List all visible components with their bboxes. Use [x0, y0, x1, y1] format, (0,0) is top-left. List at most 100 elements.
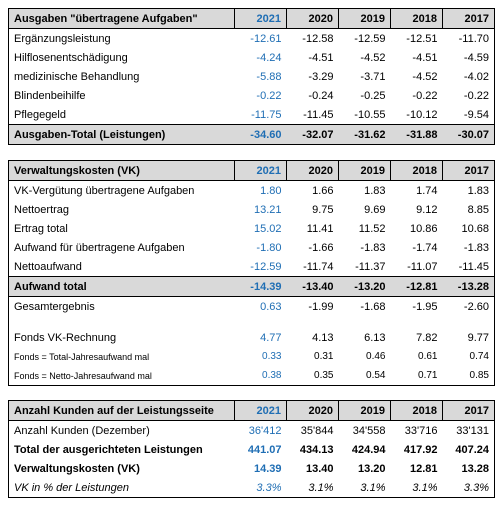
row-label: Aufwand total [8, 276, 235, 297]
cell-value: -1.74 [412, 241, 438, 254]
cell-value: -0.25 [360, 89, 386, 102]
cell-value: -1.68 [360, 300, 386, 313]
cell-value: 2021 [234, 8, 287, 29]
cell-value: 33'716 [404, 424, 438, 437]
row-label: Ertrag total [14, 222, 68, 235]
table-row: Total der ausgerichteten Leistungen 441.0… [9, 440, 495, 459]
table-row: Blindenbeihilfe -0.22 -0.24 -0.25 -0.22 -0.22 [9, 86, 495, 105]
cell-value: -11.37 [355, 260, 386, 273]
cell-value: 3.1% [412, 481, 438, 494]
table-row: Ertrag total 15.02 11.41 11.52 10.86 10.68 [9, 219, 495, 238]
cell-value: 0.61 [418, 351, 438, 362]
cell-value: 1.80 [260, 184, 282, 197]
cell-value: -11.75 [251, 108, 282, 121]
cell-value: 2017 [442, 160, 495, 181]
cell-value: 7.82 [416, 331, 438, 344]
cell-value: 0.54 [366, 370, 386, 381]
cell-value: 33'131 [456, 424, 489, 437]
cell-value: 417.92 [403, 443, 438, 456]
row-label: Hilflosenentschädigung [14, 51, 128, 64]
cell-value: 0.85 [469, 370, 489, 381]
cell-value: 0.46 [366, 351, 386, 362]
table-row: Gesamtergebnis 0.63 -1.99 -1.68 -1.95 -2.60 [9, 297, 495, 317]
cell-value: 441.07 [247, 443, 282, 456]
row-label: Total der ausgerichteten Leistungen [14, 443, 203, 456]
table-row: VK-Vergütung übertragene Aufgaben 1.80 1.6… [9, 181, 495, 201]
cell-value: 13.28 [461, 462, 489, 475]
cell-value: 3.3% [463, 481, 489, 494]
cell-value: -3.29 [308, 70, 334, 83]
table-body: Ausgaben "übertragene Aufgaben" 2021 2020 2… [8, 8, 495, 145]
cell-value: 4.77 [260, 331, 282, 344]
cell-value: -2.60 [463, 300, 489, 313]
cell-value: 13.21 [253, 203, 282, 216]
cell-value: 2020 [286, 8, 339, 29]
row-label: medizinische Behandlung [14, 70, 140, 83]
cell-value: -13.28 [442, 276, 495, 297]
header-row: Verwaltungskosten (VK) 2021 2020 2019 2018 20… [8, 160, 495, 181]
cell-value: 0.63 [260, 300, 282, 313]
cell-value: 2021 [234, 160, 287, 181]
data-table: Anzahl Kunden auf der Leistungsseite 2021… [8, 400, 495, 498]
cell-value: 2018 [390, 8, 443, 29]
table-row: Nettoaufwand -12.59 -11.74 -11.37 -11.07 -11.… [9, 257, 495, 277]
cell-value: 2021 [234, 400, 287, 421]
cell-value: 0.71 [418, 370, 438, 381]
cell-value: 0.31 [314, 351, 334, 362]
cell-value: -10.12 [406, 108, 438, 121]
cell-value: -5.88 [256, 70, 282, 83]
cell-value: 4.13 [312, 331, 334, 344]
cell-value: -31.88 [390, 124, 443, 145]
cell-value: 1.83 [364, 184, 386, 197]
table-row: Nettoertrag 13.21 9.75 9.69 9.12 8.85 [9, 200, 495, 219]
cell-value: 10.68 [461, 222, 489, 235]
cell-value: 3.1% [360, 481, 386, 494]
data-table: Verwaltungskosten (VK) 2021 2020 2019 2018 20… [8, 160, 495, 386]
table-row: Verwaltungskosten (VK) 14.39 13.40 13.20 12.… [9, 459, 495, 478]
cell-value: 2019 [338, 160, 391, 181]
cell-value: -4.51 [412, 51, 438, 64]
table-row: Pflegegeld -11.75 -11.45 -10.55 -10.12 -9.54 [9, 105, 495, 125]
cell-value: 1.66 [312, 184, 334, 197]
cell-value: -0.24 [308, 89, 334, 102]
row-label: Anzahl Kunden (Dezember) [14, 424, 150, 437]
cell-value: -12.61 [250, 32, 282, 45]
cell-value: -4.52 [360, 51, 386, 64]
cell-value: -1.80 [256, 241, 282, 254]
cell-value: -13.20 [338, 276, 391, 297]
table-body: Anzahl Kunden auf der Leistungsseite 2021… [8, 400, 495, 498]
cell-value: 11.52 [358, 222, 386, 235]
table-row: Fonds = Total-Jahresaufwand mal 0.33 0.31 0… [9, 347, 495, 366]
row-label: Nettoaufwand [14, 260, 82, 273]
cell-value: -11.45 [303, 108, 334, 121]
cell-value: -0.22 [463, 89, 489, 102]
cell-value: 15.02 [253, 222, 282, 235]
row-label: VK in % der Leistungen [14, 481, 129, 494]
header-row: Anzahl Kunden auf der Leistungsseite 2021… [8, 400, 495, 421]
row-label: VK-Vergütung übertragene Aufgaben [14, 184, 195, 197]
cell-value: 0.33 [262, 351, 282, 362]
cell-value: -1.99 [308, 300, 334, 313]
cell-value: -4.24 [256, 51, 282, 64]
cell-value: -11.45 [458, 260, 489, 273]
cell-value: 34'558 [352, 424, 386, 437]
table-row: Fonds = Netto-Jahresaufwand mal 0.38 0.35 0… [9, 366, 495, 386]
cell-value: 2017 [442, 400, 495, 421]
cell-value: 424.94 [351, 443, 386, 456]
cell-value: 6.13 [364, 331, 386, 344]
cell-value: 0.74 [469, 351, 489, 362]
row-label: Ausgaben-Total (Leistungen) [8, 124, 235, 145]
cell-value: 1.74 [416, 184, 438, 197]
cell-value: 2020 [286, 160, 339, 181]
data-table: Ausgaben "übertragene Aufgaben" 2021 2020 2… [8, 8, 495, 145]
row-label: Fonds = Netto-Jahresaufwand mal [14, 370, 152, 381]
row-label: Verwaltungskosten (VK) [8, 160, 235, 181]
cell-value: -32.07 [286, 124, 339, 145]
row-label: Ausgaben "übertragene Aufgaben" [8, 8, 235, 29]
table-row: Hilflosenentschädigung -4.24 -4.51 -4.52 -4.… [9, 48, 495, 67]
cell-value: -0.22 [412, 89, 438, 102]
cell-value: 9.12 [416, 203, 438, 216]
cell-value: -11.74 [303, 260, 334, 273]
cell-value: 14.39 [253, 462, 282, 475]
